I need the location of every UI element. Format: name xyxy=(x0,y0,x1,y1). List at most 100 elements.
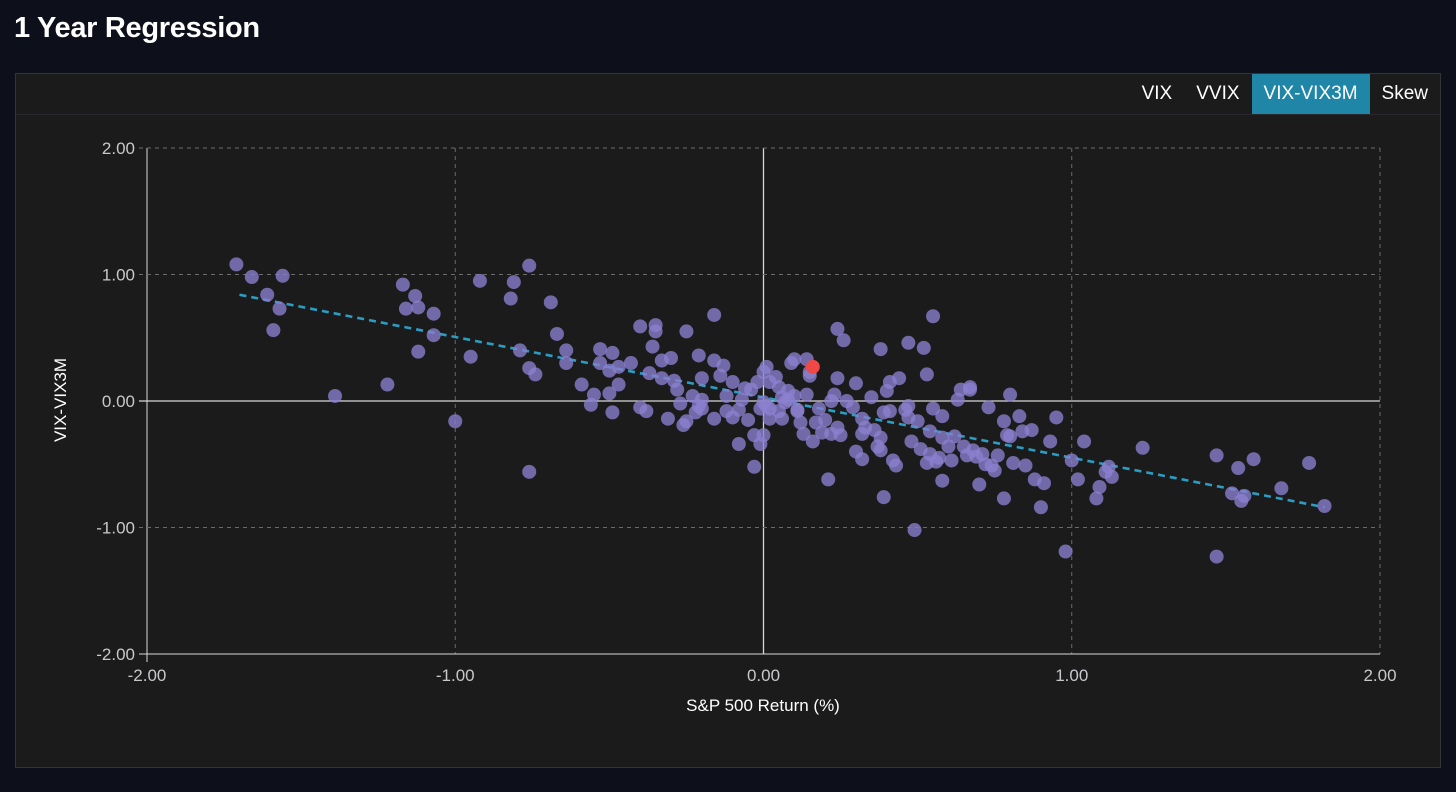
data-point xyxy=(987,463,1002,478)
data-point xyxy=(1049,410,1064,425)
data-point xyxy=(639,404,654,419)
data-point xyxy=(910,414,925,429)
tab-vix[interactable]: VIX xyxy=(1141,83,1173,104)
data-point xyxy=(260,287,275,302)
data-point xyxy=(512,343,527,358)
data-point xyxy=(694,392,709,407)
data-point xyxy=(747,459,762,474)
y-tick-label: 2.00 xyxy=(102,139,135,158)
data-point xyxy=(796,426,811,441)
data-point xyxy=(623,356,638,371)
y-tick-label: 0.00 xyxy=(102,392,135,411)
data-point xyxy=(981,400,996,415)
data-point xyxy=(919,367,934,382)
tab-skew[interactable]: Skew xyxy=(1381,83,1428,104)
data-point xyxy=(787,352,802,367)
data-point xyxy=(926,309,941,324)
data-point xyxy=(654,371,669,386)
data-point xyxy=(848,376,863,391)
data-point xyxy=(1024,423,1039,438)
data-point xyxy=(811,401,826,416)
data-point xyxy=(574,377,589,392)
data-point xyxy=(1092,480,1107,495)
data-point xyxy=(922,424,937,439)
x-tick-label: -2.00 xyxy=(128,666,167,685)
data-point xyxy=(719,388,734,403)
data-point xyxy=(731,437,746,452)
data-point xyxy=(882,404,897,419)
data-point xyxy=(935,409,950,424)
data-point xyxy=(611,359,626,374)
data-point xyxy=(707,411,722,426)
data-point xyxy=(873,430,888,445)
data-point xyxy=(543,295,558,310)
data-point xyxy=(1003,387,1018,402)
data-point xyxy=(642,366,657,381)
data-point xyxy=(380,377,395,392)
data-point xyxy=(1037,476,1052,491)
data-point xyxy=(855,452,870,467)
data-point xyxy=(411,300,426,315)
data-point xyxy=(901,399,916,414)
data-point xyxy=(1274,481,1289,496)
data-point xyxy=(408,289,423,304)
highlight-point xyxy=(805,359,820,374)
y-tick-labels: 2.00 1.00 0.00 -1.00 -2.00 xyxy=(96,139,135,664)
tab-vvix[interactable]: VVIX xyxy=(1196,83,1240,104)
data-point xyxy=(990,448,1005,463)
data-point xyxy=(904,434,919,449)
data-point xyxy=(963,380,978,395)
data-point xyxy=(1209,549,1224,564)
data-point xyxy=(759,359,774,374)
data-point xyxy=(395,277,410,292)
data-point xyxy=(941,439,956,454)
data-point xyxy=(1033,500,1048,515)
data-point xyxy=(549,326,564,341)
tab-vix-vix3m[interactable]: VIX-VIX3M xyxy=(1251,74,1370,114)
data-point xyxy=(836,333,851,348)
data-point xyxy=(448,414,463,429)
data-point xyxy=(411,344,426,359)
data-point xyxy=(734,392,749,407)
data-point xyxy=(947,429,962,444)
data-point xyxy=(996,414,1011,429)
data-point xyxy=(830,371,845,386)
data-point xyxy=(926,401,941,416)
data-point xyxy=(750,375,765,390)
data-point xyxy=(229,257,244,272)
data-point xyxy=(679,414,694,429)
data-point xyxy=(845,400,860,415)
data-point xyxy=(901,335,916,350)
data-point xyxy=(1077,434,1092,449)
data-point xyxy=(1246,452,1261,467)
data-point xyxy=(996,491,1011,506)
data-point xyxy=(463,349,478,364)
data-point xyxy=(1135,440,1150,455)
data-point xyxy=(774,411,789,426)
data-point xyxy=(725,375,740,390)
data-point xyxy=(691,348,706,363)
x-tick-label: 1.00 xyxy=(1055,666,1088,685)
data-point xyxy=(1012,409,1027,424)
data-point xyxy=(916,340,931,355)
data-point xyxy=(426,306,441,321)
data-point xyxy=(1225,486,1240,501)
data-point xyxy=(1209,448,1224,463)
x-tick-labels: -2.00 -1.00 0.00 1.00 2.00 xyxy=(128,666,1397,685)
data-point xyxy=(593,342,608,357)
data-point xyxy=(244,270,259,285)
data-point xyxy=(426,328,441,343)
tab-divider xyxy=(16,114,1440,115)
data-point xyxy=(506,275,521,290)
data-point xyxy=(670,382,685,397)
x-tick-label: 2.00 xyxy=(1363,666,1396,685)
data-point xyxy=(679,324,694,339)
data-point xyxy=(559,356,574,371)
data-point xyxy=(935,473,950,488)
chart-panel: VIX VVIX VIX-VIX3M Skew -2.00 -1.00 0.00 1.… xyxy=(15,73,1441,768)
data-point xyxy=(864,390,879,405)
page-title: 1 Year Regression xyxy=(14,12,260,44)
data-point xyxy=(1317,498,1332,513)
data-point xyxy=(932,450,947,465)
x-tick-label: -1.00 xyxy=(436,666,475,685)
